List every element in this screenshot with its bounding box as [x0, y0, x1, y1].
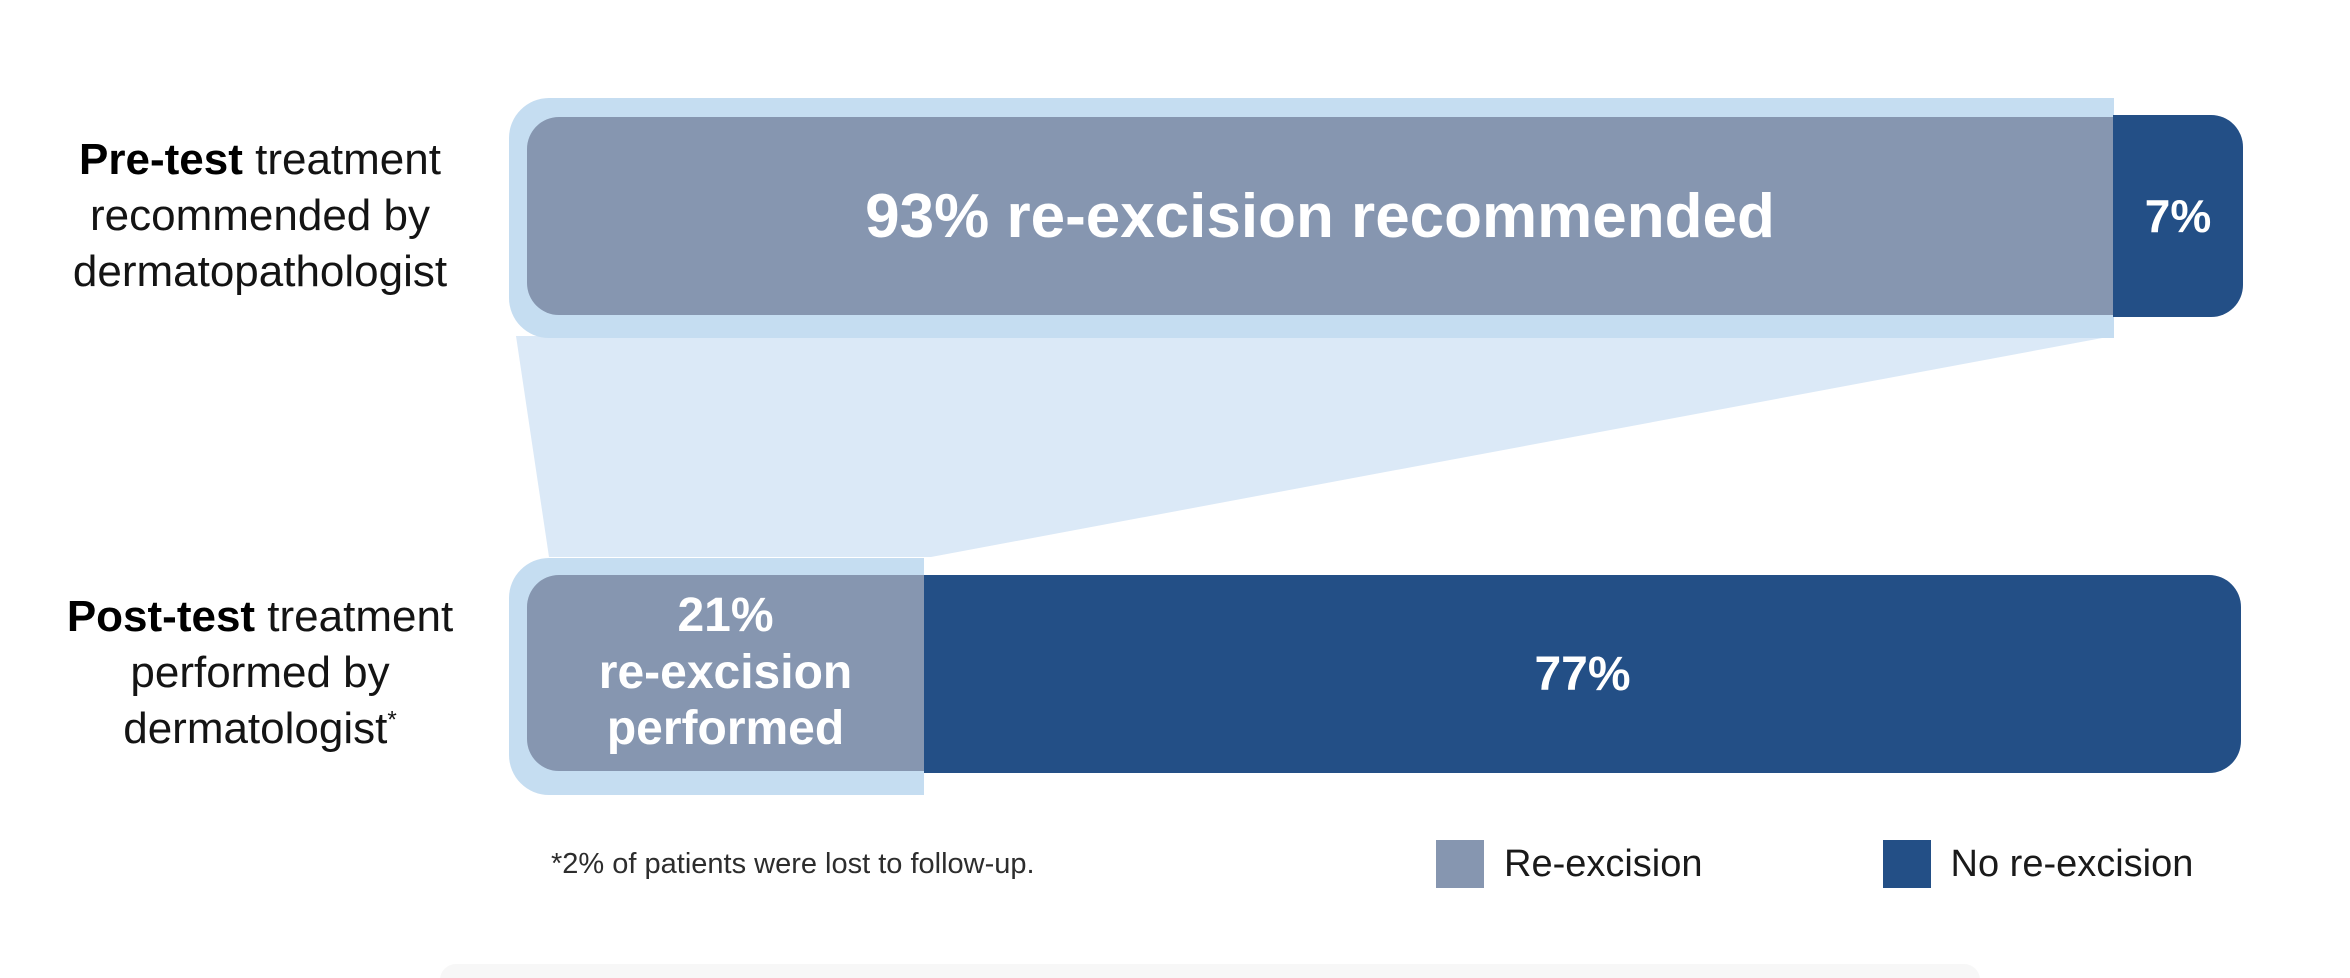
posttest-reexcision-line3: performed: [606, 702, 845, 756]
posttest-reexcision-segment: 21% re-excision performed: [527, 575, 924, 771]
posttest-reexcision-line1: 21%: [677, 589, 774, 643]
legend-label-no-reexcision: No re-excision: [1950, 842, 2194, 885]
posttest-row-label: Post-test treatment performed by dermato…: [30, 589, 490, 757]
pretest-reexcision-segment: 93% re-excision recommended: [527, 117, 2113, 315]
posttest-no-reexcision-segment: 77%: [924, 575, 2241, 773]
legend-swatch-reexcision: [1436, 840, 1484, 888]
pretest-row-label: Pre-test treatment recommended by dermat…: [30, 132, 490, 300]
funnel-shape: [516, 336, 2113, 557]
legend: Re-excision No re-excision: [1436, 840, 2193, 888]
pretest-label-bold: Pre-test: [79, 135, 243, 184]
posttest-label-line1-rest: treatment: [255, 592, 454, 641]
footnote: *2% of patients were lost to follow-up.: [551, 848, 1035, 880]
posttest-label-asterisk: *: [387, 706, 397, 734]
pretest-no-reexcision-segment: 7%: [2113, 115, 2243, 317]
pretest-label-line3: dermatopathologist: [72, 247, 448, 296]
posttest-label-line3-text: dermatologist: [123, 704, 388, 753]
pretest-label-line2: recommended by: [90, 191, 430, 240]
posttest-label-bold: Post-test: [66, 592, 256, 641]
pretest-no-reexcision-segment-label: 7%: [2144, 190, 2212, 242]
posttest-label-line1: Post-test treatment: [30, 589, 490, 645]
posttest-label-line2: performed by: [130, 648, 390, 697]
pretest-label-line1-rest: treatment: [242, 135, 441, 184]
legend-label-reexcision: Re-excision: [1504, 842, 1703, 885]
posttest-reexcision-line2: re-excision: [598, 645, 853, 699]
cropped-card-top-edge: [440, 964, 1980, 978]
posttest-no-reexcision-segment-label: 77%: [1534, 647, 1631, 701]
posttest-label-line3: dermatologist*: [30, 701, 490, 757]
pretest-label-line1: Pre-test treatment: [30, 132, 490, 188]
pretest-reexcision-segment-label: 93% re-excision recommended: [865, 181, 1775, 251]
legend-swatch-no-reexcision: [1882, 840, 1931, 888]
